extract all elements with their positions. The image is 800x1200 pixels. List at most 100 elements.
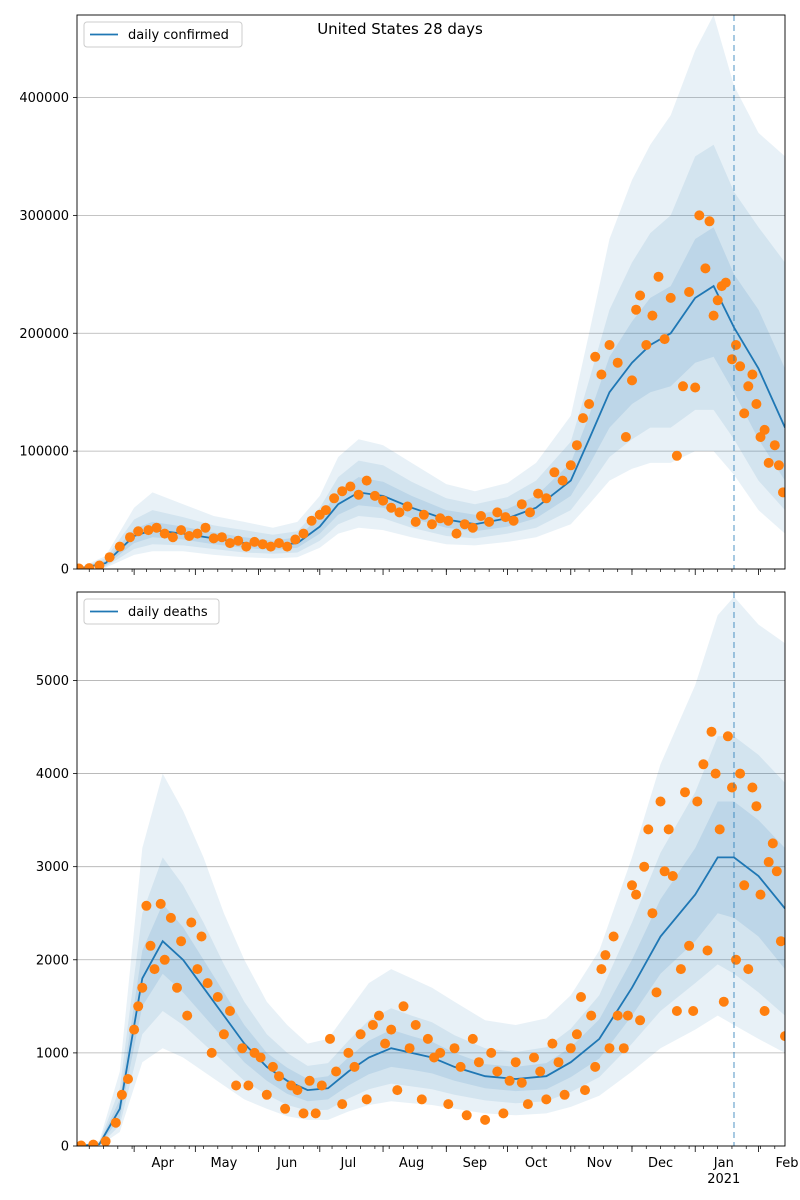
observed-point <box>208 533 219 544</box>
observed-point <box>643 824 654 835</box>
observed-point <box>155 898 166 909</box>
observed-point <box>141 900 152 911</box>
observed-point <box>647 908 658 919</box>
observed-point <box>484 516 495 527</box>
observed-point <box>416 1094 427 1105</box>
observed-point <box>427 519 437 530</box>
observed-point <box>653 271 664 282</box>
x-tick-label: Nov <box>587 1156 613 1171</box>
observed-point <box>684 287 695 297</box>
observed-point <box>298 528 309 539</box>
x-tick-label: Jul <box>340 1156 357 1171</box>
observed-point <box>608 931 619 942</box>
observed-point <box>706 726 717 737</box>
observed-point <box>172 982 182 993</box>
observed-point <box>727 354 737 365</box>
observed-point <box>655 796 666 807</box>
plot-area <box>77 596 785 1146</box>
observed-point <box>298 1108 309 1119</box>
x-tick-label: Jan <box>713 1156 734 1171</box>
y-tick-label: 5000 <box>36 674 69 689</box>
chart-panel-1: 0 100000 200000 300000 400000 daily confirmed <box>19 14 786 578</box>
observed-point <box>590 1061 601 1072</box>
observed-point <box>735 361 746 372</box>
observed-point <box>386 1024 397 1035</box>
observed-point <box>202 978 213 989</box>
observed-point <box>639 861 650 872</box>
y-tick-label: 300000 <box>19 209 69 224</box>
observed-point <box>200 522 211 533</box>
observed-point <box>778 487 785 498</box>
observed-point <box>192 528 203 539</box>
observed-point <box>510 1057 521 1068</box>
x-tick-label: Feb <box>776 1156 799 1171</box>
observed-point <box>747 369 758 380</box>
observed-point <box>261 1089 272 1100</box>
y-tick-label: 4000 <box>36 767 69 782</box>
observed-point <box>84 563 95 569</box>
observed-point <box>755 889 766 900</box>
observed-point <box>110 1117 121 1128</box>
observed-point <box>337 486 348 497</box>
observed-point <box>394 507 405 518</box>
observed-point <box>620 432 631 442</box>
observed-point <box>367 1020 378 1030</box>
observed-point <box>316 1080 327 1091</box>
x-year-label: 2021 <box>707 1172 740 1187</box>
observed-point <box>353 489 364 500</box>
observed-point <box>735 768 746 779</box>
observed-point <box>374 1010 384 1021</box>
observed-point <box>516 1077 527 1088</box>
observed-point <box>337 1099 348 1110</box>
observed-point <box>237 1043 248 1054</box>
observed-point <box>461 1110 472 1121</box>
axes-frame <box>76 14 786 570</box>
observed-point <box>612 357 623 368</box>
observed-point <box>553 1057 564 1068</box>
observed-point <box>192 964 203 975</box>
observed-point <box>218 1029 229 1040</box>
observed-point <box>88 1139 99 1146</box>
observed-point <box>186 917 197 928</box>
observed-point <box>212 992 223 1002</box>
y-tick-label: 400000 <box>19 91 69 106</box>
observed-point <box>596 964 607 975</box>
observed-point <box>516 499 527 510</box>
y-tick-label: 200000 <box>19 327 69 342</box>
observed-point <box>641 340 652 350</box>
observed-point <box>182 1010 193 1021</box>
observed-point <box>549 467 560 478</box>
observed-point <box>659 866 670 877</box>
observed-point <box>329 493 340 504</box>
observed-point <box>580 1085 590 1096</box>
observed-point <box>133 1001 144 1012</box>
observed-point <box>404 1043 415 1054</box>
observed-point <box>492 507 503 518</box>
observed-point <box>504 1075 515 1086</box>
observed-point <box>508 515 519 526</box>
observed-point <box>125 532 135 543</box>
observed-point <box>684 940 695 951</box>
observed-point <box>500 512 511 523</box>
observed-point <box>492 1066 503 1077</box>
observed-point <box>133 526 144 537</box>
observed-point <box>343 1047 354 1058</box>
observed-point <box>355 1029 366 1040</box>
observed-point <box>586 1010 597 1021</box>
observed-point <box>320 505 331 516</box>
observed-point <box>665 292 676 303</box>
observed-point <box>751 399 762 409</box>
observed-point <box>243 1080 254 1091</box>
observed-point <box>727 782 737 793</box>
observed-point <box>410 1020 421 1030</box>
observed-point <box>418 509 429 520</box>
observed-point <box>708 310 719 321</box>
observed-point <box>671 450 682 461</box>
observed-point <box>274 1071 284 1082</box>
observed-point <box>325 1033 335 1044</box>
observed-point <box>331 1066 342 1077</box>
observed-point <box>698 759 709 770</box>
x-tick-label: Jun <box>276 1156 297 1171</box>
observed-point <box>435 1047 446 1058</box>
observed-point <box>565 460 576 471</box>
